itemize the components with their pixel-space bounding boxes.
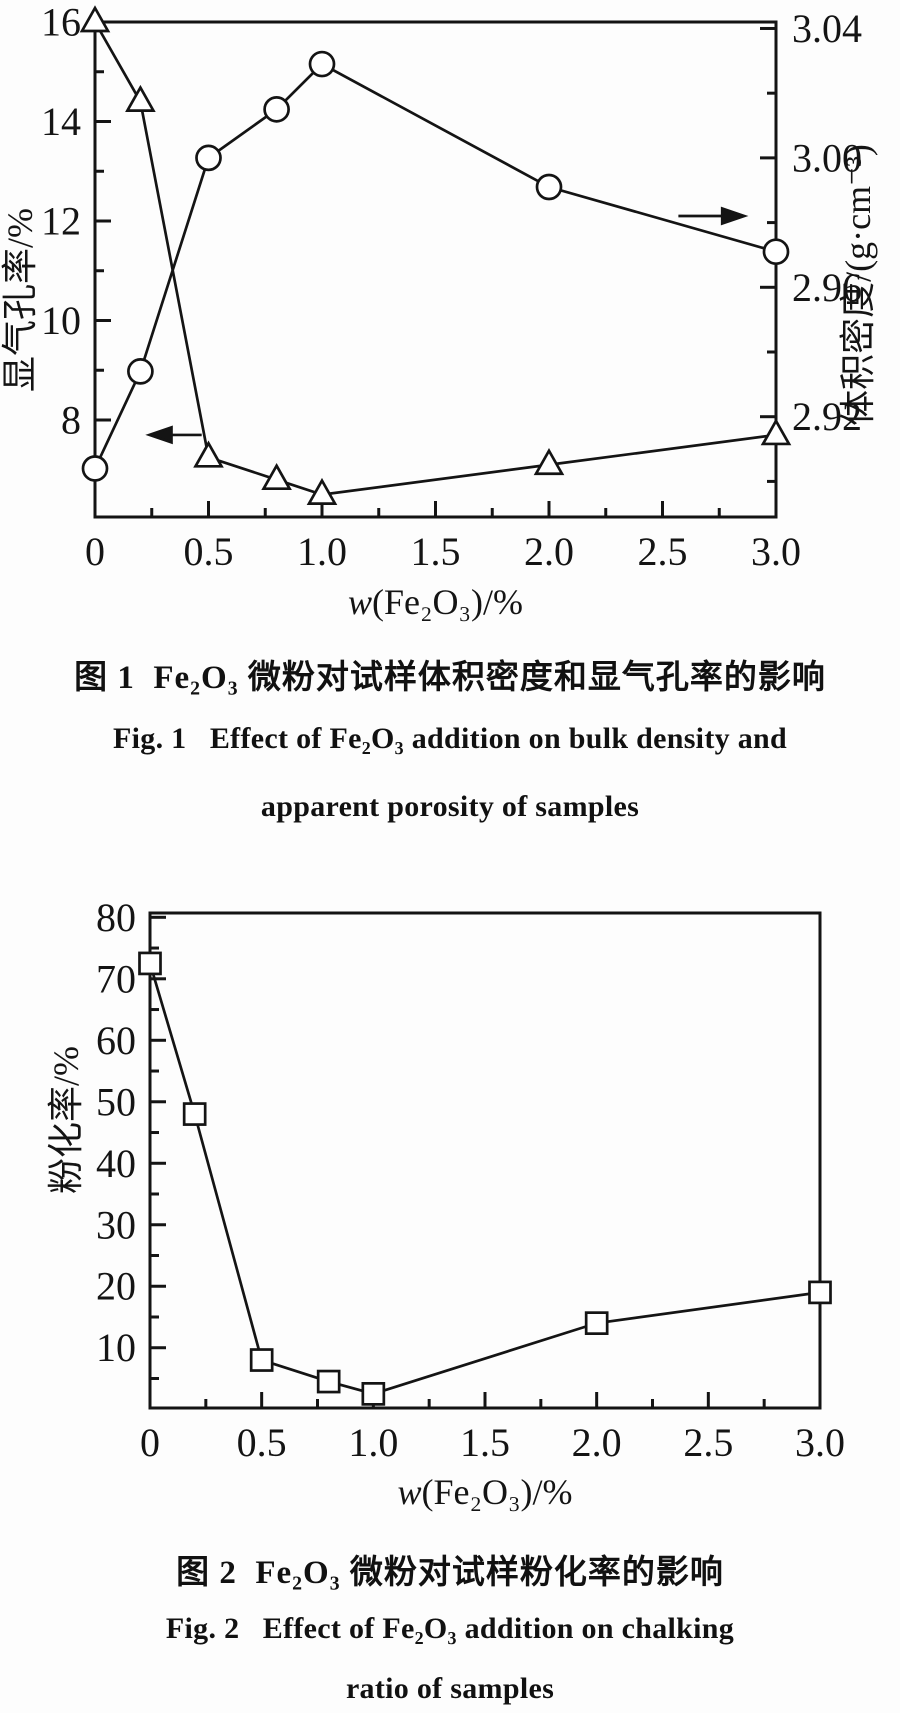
svg-text:14: 14 [41,99,81,144]
bulk-density-point [535,173,563,201]
apparent-porosity-point [193,440,224,468]
axis-titles: 显气孔率/% 体积密度/(g·cm⁻³) w(Fe₂O₃)/% [0,144,878,622]
chalking-ratio-series [138,951,832,1406]
svg-text:10: 10 [96,1325,136,1370]
x-axis-title: w(Fe₂O₃)/% [397,1472,572,1512]
bulk-density-point [762,238,790,266]
chalking-ratio-point [138,951,162,976]
bulk-density-point [308,50,336,78]
figure2-caption-en-line1: Fig. 2 Effect of Fe₂O₃ addition on chalk… [165,1612,735,1645]
bulk-density-series [81,50,790,482]
svg-text:2.0: 2.0 [524,529,574,574]
y-right-axis-title: 体积密度/(g·cm⁻³) [838,144,878,426]
axes [148,911,822,1410]
svg-text:30: 30 [96,1202,136,1247]
svg-text:2.5: 2.5 [683,1420,733,1465]
chalking-ratio-point [249,1348,274,1372]
figure1-caption-zh: 图 1 Fe₂O₃ 微粉对试样体积密度和显气孔率的影响 [74,660,826,696]
axis-pointer-arrow-right [678,206,749,226]
apparent-porosity-point [261,462,292,491]
svg-text:0.5: 0.5 [184,529,234,574]
chalking-ratio-point [182,1102,207,1126]
svg-text:1.5: 1.5 [460,1420,510,1465]
apparent-porosity-point [79,5,111,33]
axis-titles: 粉化率/% w(Fe₂O₃)/% [46,1046,573,1512]
svg-text:10: 10 [41,298,81,343]
tick-labels: 10 20 30 40 50 60 70 80 0 0.5 1.0 1.5 2.0 2.5 3.0 [96,895,845,1465]
figure1-plot: 8 10 12 14 16 2.92 2.96 3.00 3.04 0 0.5 1.0 1.5 2.0 2.… [0,0,878,622]
svg-text:0: 0 [85,529,105,574]
figure1-caption-en-line1: Fig. 1 Effect of Fe₂O₃ addition on bulk … [113,722,787,755]
x-axis-title: w(Fe₂O₃)/% [348,582,523,622]
svg-text:40: 40 [96,1141,136,1186]
svg-text:0.5: 0.5 [237,1420,287,1465]
svg-text:3.0: 3.0 [751,529,801,574]
svg-text:80: 80 [96,895,136,940]
svg-text:50: 50 [96,1079,136,1124]
apparent-porosity-point [760,418,792,446]
chalking-ratio-point [584,1311,609,1335]
apparent-porosity-point [125,84,156,112]
bulk-density-point [195,144,222,172]
chalking-ratio-point [361,1382,386,1406]
svg-text:2.96: 2.96 [792,265,862,310]
svg-text:1.5: 1.5 [411,529,461,574]
svg-text:8: 8 [61,397,81,442]
axis-pointer-arrow-left [145,425,202,445]
svg-text:3.00: 3.00 [792,135,862,180]
figure2-caption-zh: 图 2 Fe₂O₃ 微粉对试样粉化率的影响 [176,1555,724,1591]
apparent-porosity-series [79,5,792,505]
svg-text:0: 0 [140,1420,160,1465]
svg-text:3.04: 3.04 [792,6,862,51]
figure2-plot: 10 20 30 40 50 60 70 80 0 0.5 1.0 1.5 2.0 2.5 3.0 粉化率/%… [46,895,845,1512]
svg-text:1.0: 1.0 [348,1420,398,1465]
tick-labels: 8 10 12 14 16 2.92 2.96 3.00 3.04 0 0.5 1.0 1.5 2.0 2.… [41,0,862,574]
svg-text:70: 70 [96,956,136,1001]
apparent-porosity-point [533,448,565,476]
bulk-density-point [263,96,290,123]
svg-text:16: 16 [41,0,81,45]
chalking-ratio-point [808,1280,832,1305]
bulk-density-point [81,455,109,482]
figure1-caption-en-line2: apparent porosity of samples [260,790,640,823]
svg-text:2.5: 2.5 [638,529,688,574]
svg-text:20: 20 [96,1264,136,1309]
y-left-axis-title: 显气孔率/% [0,208,40,392]
figure2-caption-en-line2: ratio of samples [345,1672,555,1705]
apparent-porosity-point [306,477,338,505]
svg-text:2.92: 2.92 [792,394,862,439]
svg-text:1.0: 1.0 [297,529,347,574]
svg-text:2.0: 2.0 [572,1420,622,1465]
svg-text:12: 12 [41,198,81,243]
bulk-density-point [127,358,154,385]
svg-text:60: 60 [96,1018,136,1063]
svg-text:3.0: 3.0 [795,1420,845,1465]
axes [93,20,778,519]
y-left-axis-title: 粉化率/% [46,1046,86,1194]
chalking-ratio-point [316,1369,341,1394]
